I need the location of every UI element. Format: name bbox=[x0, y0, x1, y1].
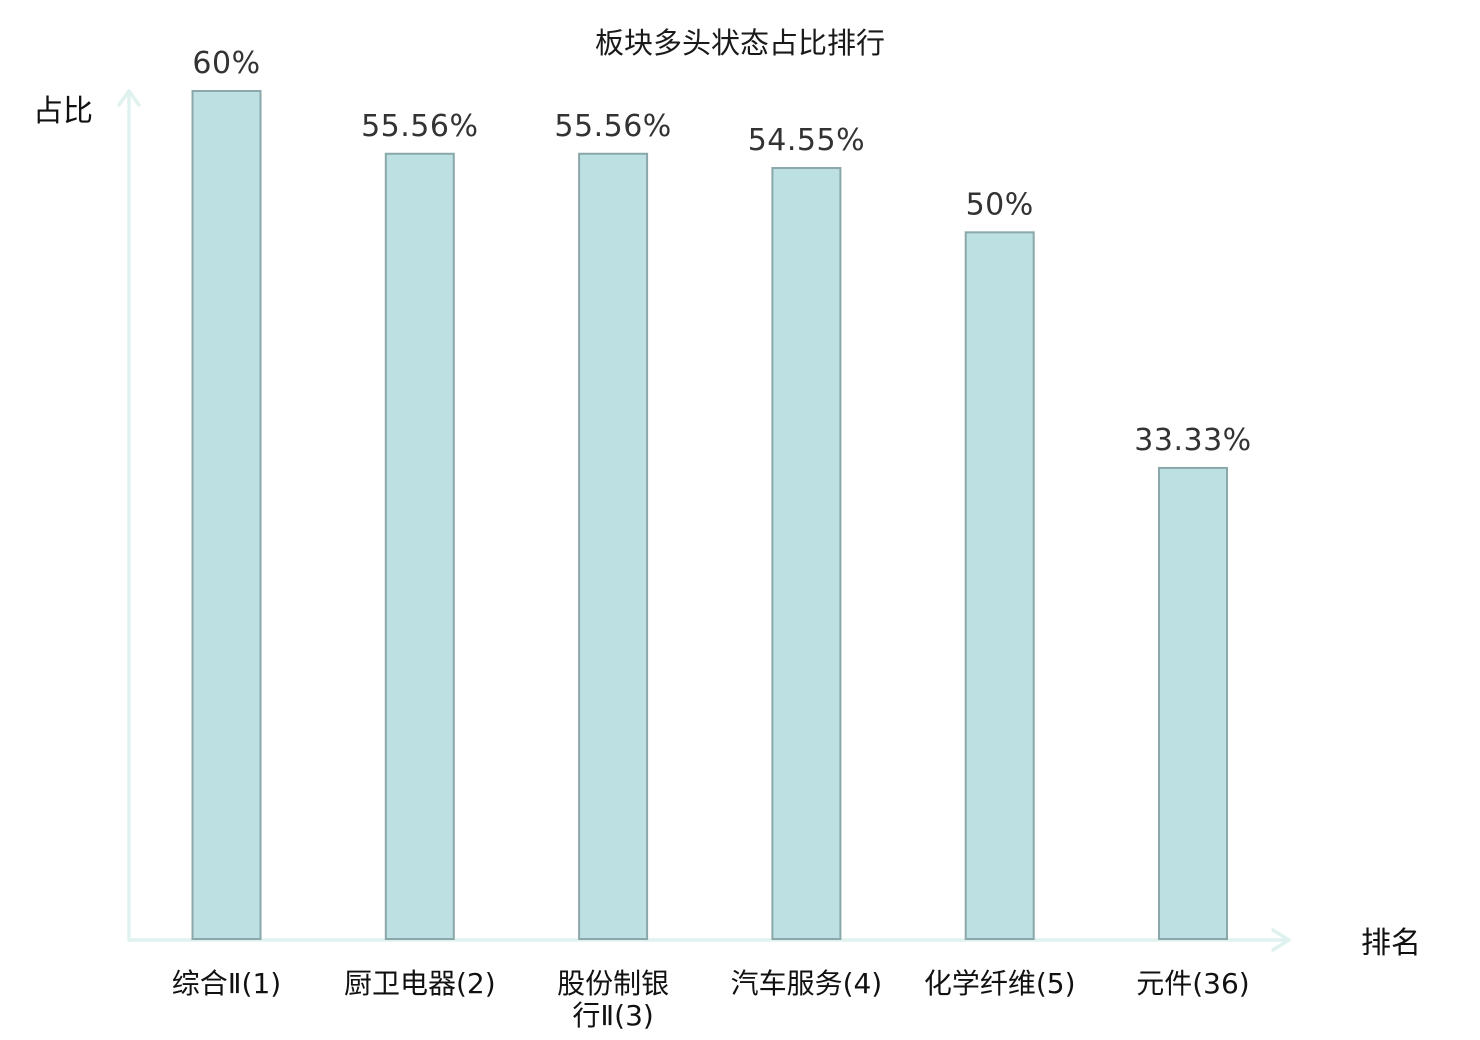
chart-title: 板块多头状态占比排行 bbox=[595, 26, 885, 60]
bar bbox=[964, 231, 1035, 941]
data-label: 50% bbox=[966, 187, 1034, 222]
x-tick-label-line: 厨卫电器(2) bbox=[344, 967, 496, 1000]
bar bbox=[1158, 466, 1228, 940]
x-tick-label: 元件(36) bbox=[1136, 967, 1249, 1000]
bar bbox=[384, 152, 455, 940]
bar bbox=[191, 90, 262, 940]
x-tick-label: 厨卫电器(2) bbox=[344, 967, 496, 1000]
data-label: 54.55% bbox=[748, 123, 865, 158]
x-axis-arrow bbox=[1271, 928, 1291, 952]
x-axis-label: 排名 bbox=[1361, 926, 1421, 961]
x-tick-label-line: 元件(36) bbox=[1136, 967, 1249, 1000]
data-label: 55.56% bbox=[361, 109, 478, 144]
x-tick-label-line: 股份制银 bbox=[557, 967, 669, 1000]
x-tick-label: 综合Ⅱ(1) bbox=[172, 967, 281, 1000]
x-tick-label: 化学纤维(5) bbox=[924, 967, 1076, 1000]
x-tick-label: 汽车服务(4) bbox=[731, 967, 883, 1000]
bar bbox=[578, 152, 649, 940]
bar bbox=[771, 167, 842, 940]
x-tick-label-line: 化学纤维(5) bbox=[924, 967, 1076, 1000]
data-label: 55.56% bbox=[554, 109, 671, 144]
data-label: 33.33% bbox=[1134, 423, 1251, 458]
data-label: 60% bbox=[192, 46, 260, 81]
x-tick-label-line: 综合Ⅱ(1) bbox=[172, 967, 281, 1000]
x-tick-label-line: 汽车服务(4) bbox=[731, 967, 883, 1000]
x-tick-label: 股份制银行Ⅱ(3) bbox=[557, 967, 669, 1032]
x-tick-label-line: 行Ⅱ(3) bbox=[572, 999, 653, 1032]
chart-marks: 60% 综合Ⅱ(1) 55.56% 厨卫电器(2) 55.56% 股份制银行Ⅱ(3) 54.… bbox=[172, 46, 1251, 1032]
y-axis-label: 占比 bbox=[33, 94, 93, 129]
